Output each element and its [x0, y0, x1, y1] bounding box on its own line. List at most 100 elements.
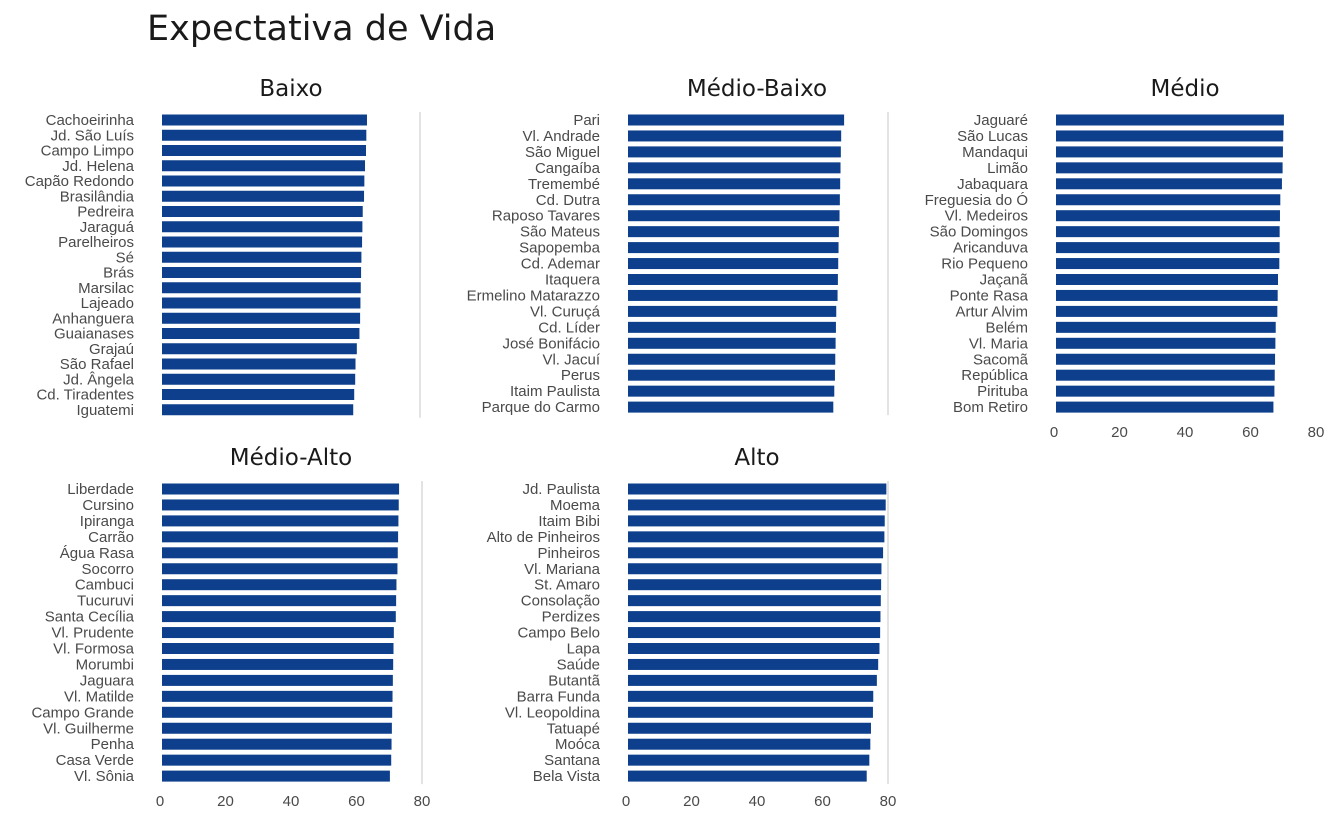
category-label-butanta: Butantã	[548, 672, 600, 689]
category-label-anhanguera: Anhanguera	[52, 310, 134, 327]
category-label-jd-helena: Jd. Helena	[62, 158, 134, 175]
bar-sao-mateus	[628, 226, 839, 238]
category-label-freguesia-do-o: Freguesia do Ó	[925, 192, 1028, 209]
category-label-vl-leopoldina: Vl. Leopoldina	[505, 704, 601, 721]
category-label-limao: Limão	[987, 160, 1028, 177]
category-label-bras: Brás	[103, 265, 134, 282]
bar-jaguara	[162, 674, 393, 686]
bar-itaquera	[628, 274, 838, 285]
bar-vl-leopoldina	[628, 706, 873, 718]
category-label-belem: Belém	[985, 319, 1028, 336]
panel-title-medio-baixo: Médio-Baixo	[687, 76, 827, 102]
category-label-bela-vista: Bela Vista	[533, 768, 601, 785]
bar-cd-ademar	[628, 258, 839, 270]
bar-aricanduva	[1056, 242, 1280, 254]
bar-sao-domingos	[1056, 226, 1280, 238]
bar-socorro	[162, 563, 398, 575]
x-tick-label: 0	[1050, 424, 1058, 441]
category-label-guaianases: Guaianases	[54, 326, 134, 343]
category-label-liberdade: Liberdade	[67, 481, 134, 498]
bar-jd-angela	[162, 373, 356, 385]
bar-morumbi	[162, 658, 394, 670]
bar-jd-sao-luis	[162, 129, 367, 141]
category-label-raposo-tavares: Raposo Tavares	[492, 208, 600, 225]
bar-vl-prudente	[162, 627, 394, 639]
bar-penha	[162, 738, 392, 750]
category-label-jose-bonifacio: José Bonifácio	[502, 335, 600, 352]
category-label-santa-cecilia: Santa Cecília	[45, 609, 135, 626]
bar-st-amaro	[628, 579, 882, 591]
category-label-cachoeirinha: Cachoeirinha	[46, 112, 135, 129]
category-label-sao-domingos: São Domingos	[930, 224, 1028, 241]
bar-anhanguera	[162, 312, 361, 324]
x-tick-label: 40	[749, 793, 766, 810]
bar-alto-de-pinheiros	[628, 531, 885, 543]
bar-santa-cecilia	[162, 611, 396, 623]
bar-raposo-tavares	[628, 210, 840, 222]
category-label-socorro: Socorro	[81, 561, 134, 578]
bar-capao-redondo	[162, 175, 365, 187]
bar-bom-retiro	[1056, 401, 1274, 413]
bar-agua-rasa	[162, 547, 398, 559]
x-tick-label: 20	[683, 793, 700, 810]
category-label-carrao: Carrão	[88, 529, 134, 546]
category-label-pedreira: Pedreira	[77, 204, 134, 221]
bar-campo-belo	[628, 627, 881, 639]
bar-butanta	[628, 674, 877, 686]
bar-casa-verde	[162, 754, 392, 766]
category-label-cursino: Cursino	[82, 497, 134, 514]
x-tick-label: 40	[283, 793, 300, 810]
category-label-santana: Santana	[544, 752, 601, 769]
bar-vl-mariana	[628, 563, 882, 575]
category-label-vl-medeiros: Vl. Medeiros	[945, 208, 1028, 225]
category-label-lajeado: Lajeado	[81, 295, 134, 312]
panel-title-medio: Médio	[1150, 76, 1219, 102]
category-label-lapa: Lapa	[567, 641, 601, 658]
bar-ermelino-matarazzo	[628, 289, 838, 301]
bar-ipiranga	[162, 515, 399, 527]
bar-rio-pequeno	[1056, 258, 1280, 270]
category-label-marsilac: Marsilac	[78, 280, 134, 297]
bar-vl-formosa	[162, 643, 394, 654]
bar-jose-bonifacio	[628, 337, 836, 349]
bar-moema	[628, 499, 886, 511]
bar-campo-grande	[162, 706, 393, 718]
category-label-jd-paulista: Jd. Paulista	[522, 481, 600, 498]
bar-tremembe	[628, 178, 841, 190]
category-label-campo-belo: Campo Belo	[517, 625, 600, 642]
bar-bela-vista	[628, 770, 867, 782]
category-label-mandaqui: Mandaqui	[962, 144, 1028, 161]
panel-title-alto: Alto	[734, 445, 779, 471]
category-label-vl-matilde: Vl. Matilde	[64, 688, 134, 705]
bar-pedreira	[162, 206, 363, 217]
bar-vl-andrade	[628, 130, 842, 142]
category-label-sao-mateus: São Mateus	[520, 224, 600, 241]
category-label-pinheiros: Pinheiros	[537, 545, 600, 562]
x-tick-label: 0	[622, 793, 630, 810]
x-tick-label: 80	[880, 793, 897, 810]
bar-itaim-bibi	[628, 515, 885, 527]
category-label-perus: Perus	[561, 367, 600, 384]
x-tick-label: 80	[414, 793, 431, 810]
category-label-vl-mariana: Vl. Mariana	[524, 561, 601, 578]
x-tick-label: 80	[1308, 424, 1325, 441]
category-label-itaim-paulista: Itaim Paulista	[510, 383, 601, 400]
bar-vl-jacui	[628, 353, 836, 365]
category-label-ermelino-matarazzo: Ermelino Matarazzo	[467, 287, 600, 304]
category-label-itaim-bibi: Itaim Bibi	[538, 513, 600, 530]
bar-brasilandia	[162, 190, 365, 202]
category-label-jabaquara: Jabaquara	[957, 176, 1029, 193]
bar-pari	[628, 114, 845, 126]
category-label-cd-lider: Cd. Líder	[538, 319, 600, 336]
bar-jacana	[1056, 274, 1279, 285]
bar-saude	[628, 658, 879, 670]
bar-sao-lucas	[1056, 130, 1284, 142]
bar-iguatemi	[162, 404, 354, 416]
category-label-sao-lucas: São Lucas	[957, 128, 1028, 145]
category-label-se: Sé	[116, 249, 134, 266]
bar-liberdade	[162, 483, 400, 495]
